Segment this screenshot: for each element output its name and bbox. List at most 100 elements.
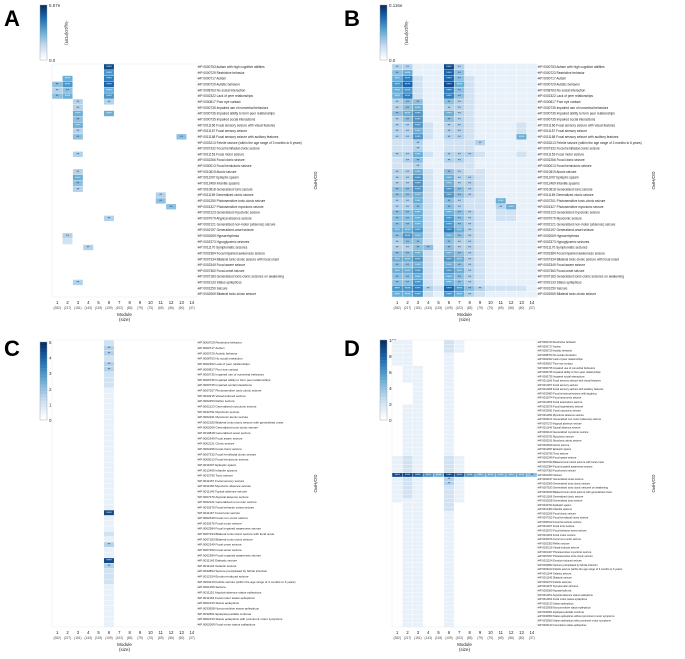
heatmap-cell [72,104,83,111]
heatmap-cell [454,64,465,70]
heatmap-cell [454,279,465,286]
heatmap-cell [103,446,114,452]
significance-stars: ** [468,292,471,296]
row-label-term: HP:0002121 Clonic seizure [198,442,235,446]
significance-stars: **** [457,257,463,261]
heatmap-cell [454,238,465,245]
heatmap-cell [412,438,423,443]
heatmap-cell [392,455,403,460]
heatmap-cell [402,180,413,187]
heatmap-cell [402,340,413,345]
heatmap-cell [392,361,403,366]
heatmap-cell [433,169,444,175]
significance-stars: **** [446,257,452,261]
significance-stars: ** [417,147,420,151]
column-label-module: 9 [479,630,482,635]
heatmap-cell [402,268,413,274]
significance-stars: **** [394,286,400,290]
heatmap-cell [443,618,454,623]
heatmap-cell [412,186,423,192]
significance-stars: ** [448,106,451,110]
row-label-term: HP:0001250 Seizure [538,473,562,477]
heatmap-cell [103,542,114,548]
column-label-module: 6 [448,630,451,635]
heatmap-cell [526,134,537,140]
heatmap-cell [392,268,403,274]
row-label-term: HP:0007334 Bilateral tonic-clonic seizur… [538,257,619,261]
heatmap-cell [433,215,444,222]
heatmap-cell [412,614,423,619]
row-label-term: HP:0002353 Reflex seizure [538,541,570,545]
heatmap-cell [103,595,114,601]
significance-stars: **** [415,228,421,232]
heatmap-cell [433,81,444,88]
heatmap-cell [475,104,486,111]
row-label-term: HP:0011163 Focal motor seizure [538,533,576,537]
row-label-term: HP:0010818 Generalized tonic seizure [538,187,593,191]
heatmap-cell [412,580,423,584]
row-label-term: HP:0011153 Focal automatism seizure [538,400,583,404]
heatmap-cell [423,134,434,140]
significance-stars: ** [406,199,409,203]
heatmap-cell [412,584,423,589]
heatmap-cell [443,157,454,163]
heatmap-cell [485,169,496,175]
significance-stars: ** [66,88,69,92]
heatmap-cell [103,605,114,611]
column-label-size: (70) [148,636,154,640]
colorbar-strip [380,390,387,394]
heatmap-cell [506,273,517,280]
heatmap-cell [412,524,423,529]
heatmap-cell [412,374,423,379]
heatmap-cell [443,605,454,610]
significance-stars: **** [446,217,452,221]
significance-stars: **** [415,222,421,226]
heatmap-cell [412,64,423,70]
heatmap-cell [402,528,413,533]
heatmap-cell [443,451,454,456]
row-label-term: HP:0032670 Focal behavior arrest seizure [198,505,255,509]
heatmap-cell [412,291,423,297]
heatmap-cell [495,291,506,297]
significance-stars: ** [468,257,471,261]
heatmap-cell [443,400,454,405]
heatmap-cell [412,468,423,473]
heatmap-cell [412,244,423,251]
x-axis-label: (size) [119,317,131,322]
row-label-term: HP:0007332 Focal hemifacial clonic seizu… [198,452,257,456]
heatmap-cell [475,233,486,239]
colorbar-strip [40,16,47,20]
heatmap-cell [412,70,423,76]
row-label-term: HP:0002133 Convulsive status epilepticus [538,623,587,627]
row-label-term: HP:0012154 Emotion-induced seizure [198,575,249,579]
heatmap-cell [103,110,114,117]
heatmap-cell [392,344,403,349]
significance-stars: ** [468,217,471,221]
significance-stars: ** [448,481,451,485]
heatmap-cell [412,425,423,430]
heatmap-cell [526,209,537,216]
heatmap-cell [526,215,537,222]
heatmap-cell [443,273,454,280]
heatmap-cell [443,291,454,297]
heatmap-cell [392,122,403,128]
heatmap-cell [423,99,434,105]
heatmap-cell [423,285,434,291]
heatmap-background [51,339,198,628]
row-label-term: HP:0011166 Focal sensory seizure with vi… [198,123,276,127]
heatmap-cell [412,378,423,383]
row-label-term: HP:0000817 Poor eye contact [538,361,573,365]
colorbar-tick-label: 40 [389,386,395,391]
heatmap-cell [516,116,527,123]
heatmap-cell [412,209,423,216]
colorbar-strip [40,34,47,38]
column-label-size: (79) [137,306,143,310]
heatmap-cell [443,460,454,465]
heatmap-cell [495,75,506,82]
heatmap-cell [423,151,434,157]
heatmap-cell [506,227,517,233]
significance-stars: ** [458,112,461,116]
row-label-term: HP:0010818 Generalized-onset seizure [198,431,251,435]
heatmap-cell [412,562,423,567]
heatmap-cell [423,273,434,280]
